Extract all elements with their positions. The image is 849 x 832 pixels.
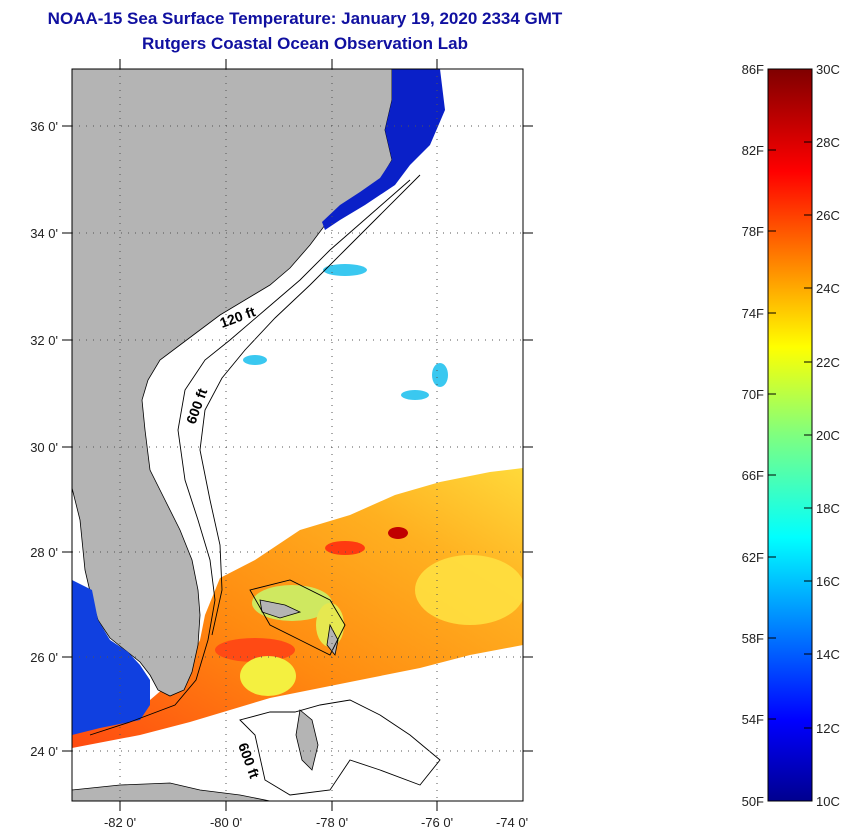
bahama-bank bbox=[240, 656, 296, 696]
map-frame bbox=[71, 68, 524, 802]
colorbar-c-label: 18C bbox=[816, 501, 840, 516]
colorbar-f-label: 86F bbox=[742, 62, 764, 77]
bahamas-islands bbox=[259, 599, 339, 771]
sst-yellow-patch bbox=[415, 555, 523, 625]
colorbar-c-label: 12C bbox=[816, 721, 840, 736]
lat-label: 24 0' bbox=[30, 744, 58, 759]
colorbar-f-label: 62F bbox=[742, 550, 764, 565]
lat-label: 36 0' bbox=[30, 119, 58, 134]
map-subtitle: Rutgers Coastal Ocean Observation Lab bbox=[142, 34, 468, 53]
colorbar-c-label: 16C bbox=[816, 574, 840, 589]
lon-label: -80 0' bbox=[210, 815, 242, 830]
colorbar-f-label: 78F bbox=[742, 224, 764, 239]
lat-ticks bbox=[62, 125, 533, 752]
colorbar-c-label: 26C bbox=[816, 208, 840, 223]
sst-hot-patch bbox=[325, 541, 365, 555]
landmass-cuba bbox=[72, 782, 271, 801]
colorbar-f-label: 74F bbox=[742, 306, 764, 321]
colorbar-f-label: 54F bbox=[742, 712, 764, 727]
colorbar-c-label: 10C bbox=[816, 794, 840, 809]
map-title: NOAA-15 Sea Surface Temperature: January… bbox=[47, 9, 563, 28]
cold-coastal-water bbox=[322, 69, 445, 230]
lat-label: 30 0' bbox=[30, 440, 58, 455]
lat-label: 34 0' bbox=[30, 226, 58, 241]
colorbar-c-label: 14C bbox=[816, 647, 840, 662]
sst-hot-spot bbox=[388, 527, 408, 539]
lat-label: 28 0' bbox=[30, 545, 58, 560]
colorbar-f-label: 82F bbox=[742, 143, 764, 158]
lon-label: -78 0' bbox=[316, 815, 348, 830]
colorbar-f-label: 50F bbox=[742, 794, 764, 809]
sst-cloud-patches bbox=[243, 264, 448, 400]
sst-hot-patch bbox=[215, 638, 295, 662]
lat-label: 26 0' bbox=[30, 650, 58, 665]
lon-label: -82 0' bbox=[104, 815, 136, 830]
lat-label: 32 0' bbox=[30, 333, 58, 348]
depth-contours bbox=[89, 174, 441, 796]
lon-ticks bbox=[119, 59, 438, 811]
map-content: 120 ft 600 ft 600 ft bbox=[72, 69, 523, 801]
colorbar-c-ticks bbox=[804, 141, 812, 729]
colorbar-f-ticks bbox=[768, 149, 776, 720]
colorbar-f-label: 58F bbox=[742, 631, 764, 646]
colorbar-c-label: 30C bbox=[816, 62, 840, 77]
colorbar-c-label: 20C bbox=[816, 428, 840, 443]
colorbar-c-label: 24C bbox=[816, 281, 840, 296]
graticule bbox=[72, 69, 523, 801]
lon-label: -74 0' bbox=[496, 815, 528, 830]
lon-label: -76 0' bbox=[421, 815, 453, 830]
colorbar-f-label: 66F bbox=[742, 468, 764, 483]
colorbar-f-label: 70F bbox=[742, 387, 764, 402]
colorbar-c-label: 28C bbox=[816, 135, 840, 150]
cold-coastal-water bbox=[72, 580, 150, 735]
colorbar-c-label: 22C bbox=[816, 355, 840, 370]
